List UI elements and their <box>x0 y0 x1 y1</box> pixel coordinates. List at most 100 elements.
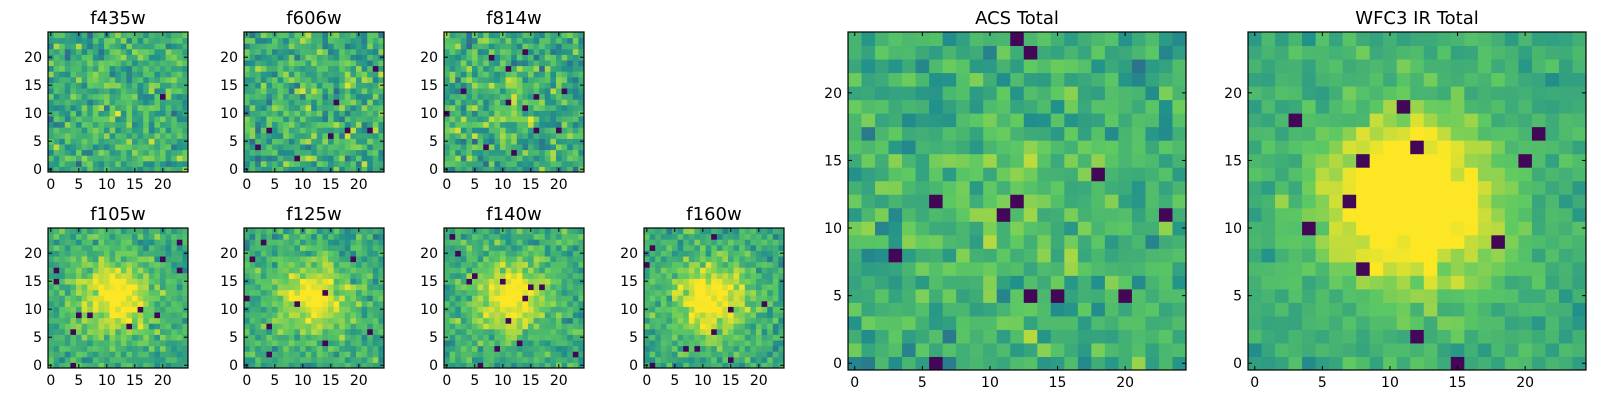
heatmap-cell <box>483 362 490 369</box>
heatmap-cell <box>171 127 178 134</box>
heatmap-cell <box>477 250 484 257</box>
heatmap-cell <box>120 60 127 67</box>
heatmap-cell <box>1104 275 1119 290</box>
heatmap-cell <box>367 166 374 173</box>
heatmap-cell <box>165 300 172 307</box>
heatmap-cell <box>488 334 495 341</box>
heatmap-cell <box>143 138 150 145</box>
heatmap-cell <box>902 167 917 182</box>
heatmap-cell <box>516 32 523 39</box>
heatmap-cell <box>772 244 779 251</box>
heatmap-cell <box>956 329 971 344</box>
heatmap-cell <box>466 261 473 268</box>
heatmap-cell <box>539 351 546 358</box>
heatmap-cell <box>154 71 161 78</box>
heatmap-cell <box>59 121 66 128</box>
heatmap-cell <box>472 155 479 162</box>
heatmap-cell <box>522 82 529 89</box>
heatmap-cell <box>700 345 707 352</box>
heatmap-cell <box>1064 329 1079 344</box>
heatmap-cell <box>92 306 99 313</box>
heatmap-cell <box>449 104 456 111</box>
heatmap-cell <box>283 116 290 123</box>
heatmap-cell <box>716 228 723 235</box>
heatmap-cell <box>722 334 729 341</box>
heatmap-cell <box>260 289 267 296</box>
heatmap-cell <box>1064 234 1079 249</box>
heatmap-cell <box>249 278 256 285</box>
heatmap-cell <box>126 300 133 307</box>
heatmap-cell <box>848 342 863 357</box>
heatmap-cell <box>750 233 757 240</box>
heatmap-cell <box>533 300 540 307</box>
heatmap-cell <box>378 328 385 335</box>
heatmap-cell <box>561 149 568 156</box>
heatmap-cell <box>716 239 723 246</box>
heatmap-cell <box>176 104 183 111</box>
heatmap-cell <box>160 312 167 319</box>
heatmap-cell <box>578 244 585 251</box>
heatmap-cell <box>81 267 88 274</box>
heatmap-cell <box>644 300 651 307</box>
heatmap-cell <box>460 93 467 100</box>
heatmap-cell <box>505 76 512 83</box>
heatmap-cell <box>76 345 83 352</box>
heatmap-cell <box>528 256 535 263</box>
heatmap-cell <box>756 244 763 251</box>
heatmap-cell <box>550 256 557 263</box>
heatmap-cell <box>705 272 712 279</box>
heatmap-cell <box>361 362 368 369</box>
heatmap-cell <box>460 138 467 145</box>
heatmap-cell <box>115 166 122 173</box>
heatmap-cell <box>477 121 484 128</box>
heatmap-cell <box>494 138 501 145</box>
heatmap-cell <box>578 37 585 44</box>
heatmap-cell <box>160 99 167 106</box>
heatmap-cell <box>767 250 774 257</box>
heatmap-cell <box>533 256 540 263</box>
heatmap-cell <box>722 267 729 274</box>
heatmap-cell <box>556 144 563 151</box>
heatmap-cell <box>154 362 161 369</box>
heatmap-cell <box>472 121 479 128</box>
heatmap-cell <box>92 144 99 151</box>
heatmap-cell <box>339 340 346 347</box>
heatmap-cell <box>160 65 167 72</box>
heatmap-cell <box>148 76 155 83</box>
y-tick-label: 5 <box>229 330 238 346</box>
heatmap-cell <box>249 144 256 151</box>
heatmap-cell <box>455 166 462 173</box>
heatmap-cell <box>272 104 279 111</box>
heatmap-cell <box>143 76 150 83</box>
heatmap-cell <box>272 48 279 55</box>
heatmap-cell <box>356 340 363 347</box>
heatmap-cell <box>466 166 473 173</box>
heatmap-cell <box>294 256 301 263</box>
heatmap-cell <box>750 295 757 302</box>
heatmap-cell <box>249 239 256 246</box>
heatmap-cell <box>87 99 94 106</box>
heatmap-cell <box>64 116 71 123</box>
heatmap-cell <box>300 306 307 313</box>
heatmap-cell <box>700 233 707 240</box>
heatmap-cell <box>500 233 507 240</box>
heatmap-cell <box>48 345 55 352</box>
heatmap-cell <box>277 356 284 363</box>
heatmap-cell <box>460 244 467 251</box>
heatmap-cell <box>477 278 484 285</box>
heatmap-cell <box>1064 342 1079 357</box>
heatmap-cell <box>277 149 284 156</box>
heatmap-cell <box>1145 356 1160 371</box>
heatmap-cell <box>109 65 116 72</box>
heatmap-cell <box>115 340 122 347</box>
heatmap-cell <box>266 127 273 134</box>
heatmap-cell <box>460 334 467 341</box>
heatmap-cell <box>561 155 568 162</box>
heatmap-cell <box>756 345 763 352</box>
heatmap-cell <box>132 93 139 100</box>
heatmap-cell <box>511 160 518 167</box>
heatmap-cell <box>294 166 301 173</box>
heatmap-cell <box>70 278 77 285</box>
heatmap-cell <box>505 323 512 330</box>
heatmap-cell <box>996 180 1011 195</box>
